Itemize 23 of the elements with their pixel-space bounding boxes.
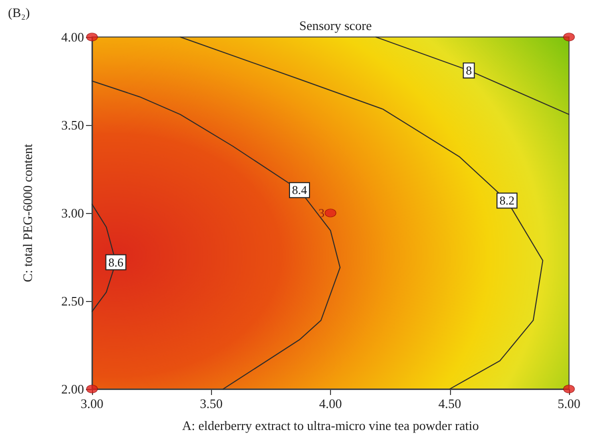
text: (B₂) (8, 5, 30, 20)
x-tick-label: 3.50 (200, 396, 223, 411)
series-label: 8.4 (292, 183, 307, 198)
y-axis-title: C: total PEG-6000 content (20, 143, 35, 282)
point (324, 208, 336, 218)
series-label: 8 (466, 63, 472, 78)
line-series (180, 36, 544, 390)
point (563, 32, 575, 42)
annotation: 3 (318, 206, 324, 220)
y-tick-label: 2.50 (61, 294, 84, 308)
y-tick-label: 4.00 (61, 30, 84, 44)
x-tick-label: 3.00 (80, 396, 104, 411)
x-tick-label: 4.00 (319, 396, 342, 411)
y-tick-label: 3.00 (61, 206, 84, 220)
line-series (92, 80, 341, 390)
x-tick-label: 4.50 (438, 396, 462, 411)
chart-title: Sensory score (299, 18, 372, 33)
x-tick-label: 5.00 (558, 396, 580, 411)
x-axis-title: A: elderberry extract to ultra-micro vine tea powder ratio (182, 418, 479, 433)
series-label: 8.6 (108, 255, 124, 270)
y-tick-label: 2.00 (61, 382, 84, 396)
y-tick-label: 3.50 (61, 118, 84, 132)
series-label: 8.2 (499, 194, 514, 208)
